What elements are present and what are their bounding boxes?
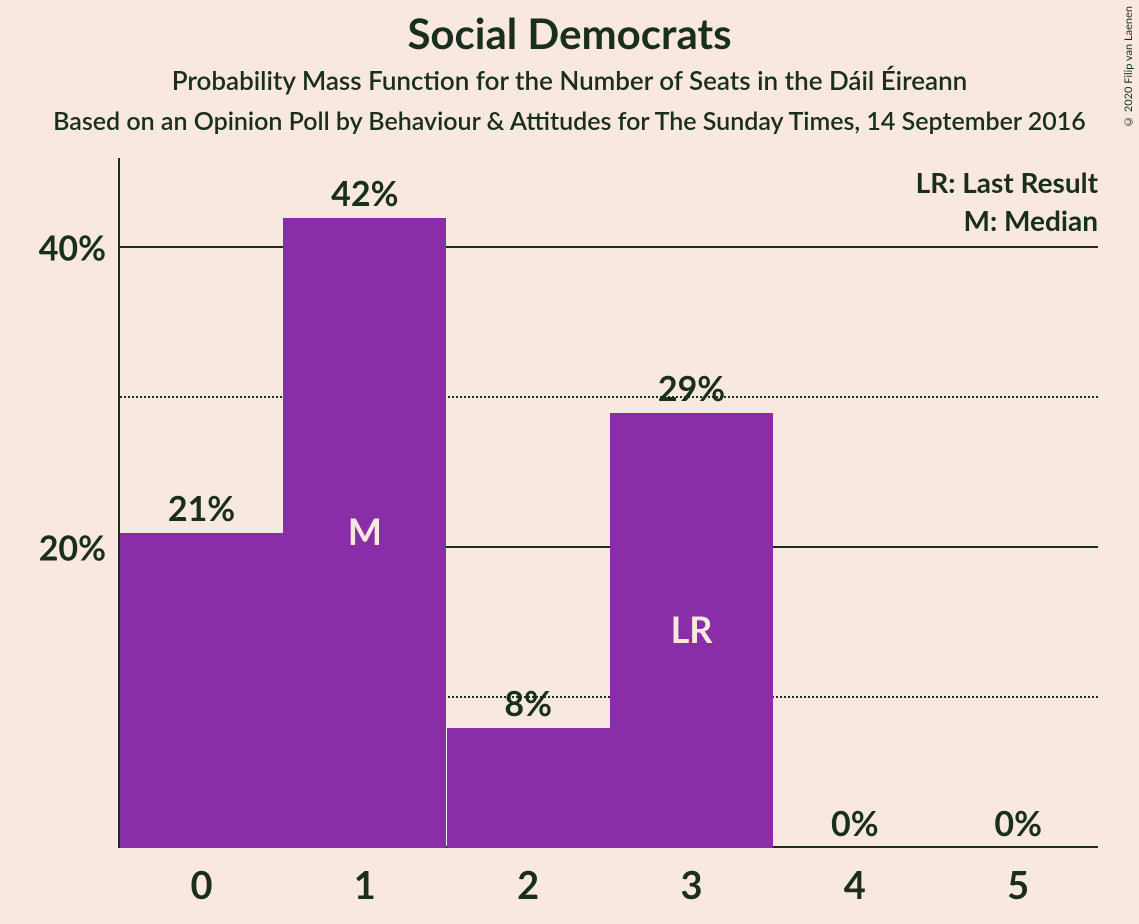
bar	[120, 533, 283, 848]
bar-slot: 21%0	[120, 158, 283, 848]
bar-value-label: 21%	[168, 488, 235, 533]
x-tick-label: 1	[354, 848, 376, 908]
bar-slot: 0%4	[773, 158, 936, 848]
bar-slot: 29%LR3	[610, 158, 773, 848]
chart-area: LR: Last Result M: Median 40%20%21%042%M…	[0, 158, 1139, 924]
x-tick-label: 4	[844, 848, 866, 908]
bar-slot: 8%2	[447, 158, 610, 848]
bar	[447, 728, 610, 848]
bar-value-label: 42%	[331, 173, 398, 218]
y-tick-label: 20%	[39, 528, 120, 569]
bar-value-label: 29%	[658, 368, 725, 413]
x-tick-label: 2	[517, 848, 539, 908]
bar-value-label: 0%	[831, 803, 879, 848]
bar-mark-label: M	[348, 509, 382, 553]
bar-value-label: 0%	[994, 803, 1042, 848]
y-tick-label: 40%	[39, 228, 120, 269]
chart-title: Social Democrats	[0, 0, 1139, 58]
chart-source-line: Based on an Opinion Poll by Behaviour & …	[0, 106, 1139, 136]
bar-value-label: 8%	[504, 683, 552, 728]
plot-area: LR: Last Result M: Median 40%20%21%042%M…	[118, 158, 1098, 848]
x-tick-label: 3	[680, 848, 702, 908]
x-tick-label: 5	[1007, 848, 1029, 908]
chart-subtitle: Probability Mass Function for the Number…	[0, 64, 1139, 96]
bar-slot: 42%M1	[283, 158, 446, 848]
bar-mark-label: LR	[671, 607, 713, 651]
x-tick-label: 0	[190, 848, 212, 908]
copyright-text: © 2020 Filip van Laenen	[1122, 6, 1135, 128]
bar-slot: 0%5	[937, 158, 1100, 848]
